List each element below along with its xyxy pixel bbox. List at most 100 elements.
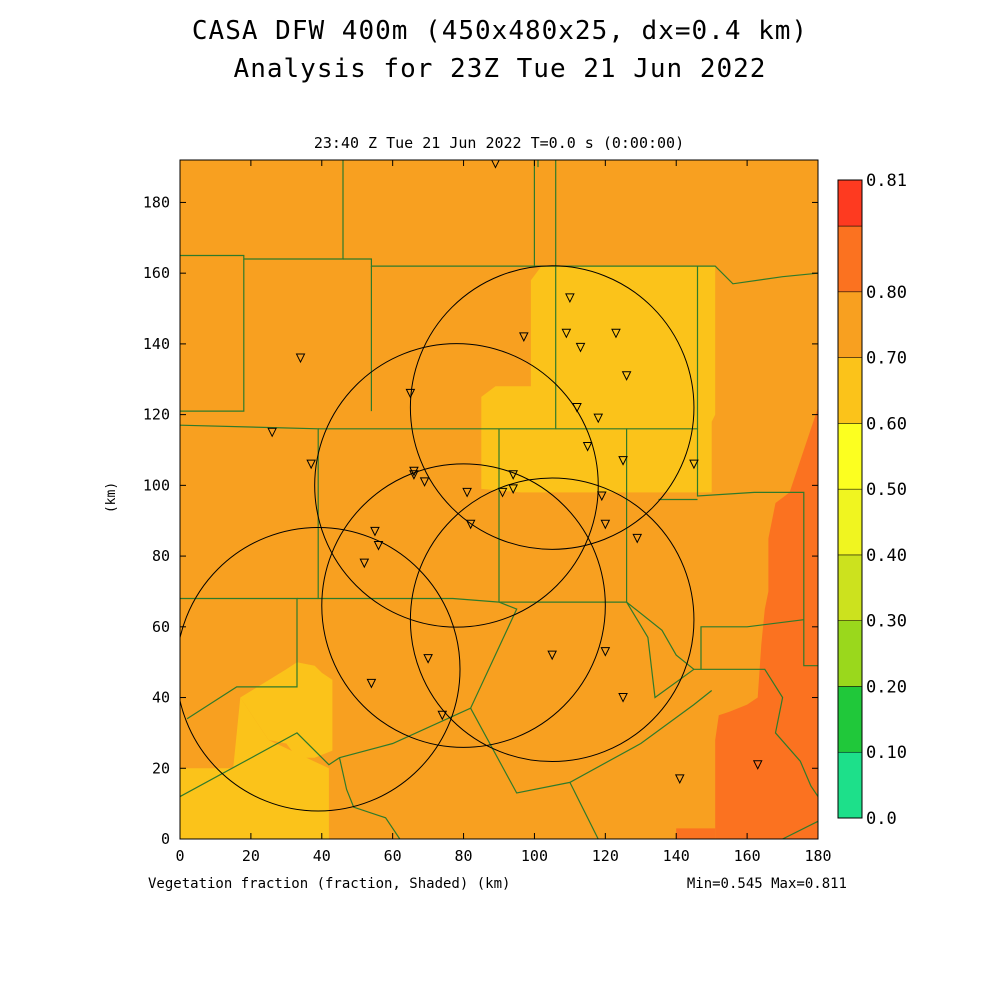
- colorbar-label-4: 0.40: [866, 546, 907, 566]
- y-tick-label-1: 20: [152, 759, 170, 777]
- radar-circle-0: [321, 463, 606, 748]
- colorbar-label-8: 0.80: [866, 283, 907, 303]
- y-tick-label-4: 80: [152, 547, 170, 565]
- colorbar-label-6: 0.60: [866, 414, 907, 434]
- plot-frame: [179, 159, 819, 840]
- x-tick-label-0: 0: [175, 847, 184, 865]
- x-tick-label-9: 180: [804, 847, 831, 865]
- colorbar: 0.0 0.10 0.20 0.30 0.40 0.50 0.60 0.70 0.80 0.81: [837, 171, 907, 829]
- station-marker-36: [674, 774, 685, 784]
- x-tick-label-1: 20: [242, 847, 260, 865]
- x-axis: 0 20 40 60 80 100 120 140 160 180: [175, 160, 832, 865]
- colorbar-label-2: 0.20: [866, 677, 907, 697]
- y-tick-label-9: 180: [143, 193, 170, 211]
- y-tick-label-7: 140: [143, 335, 170, 353]
- field-region-1: [481, 266, 716, 493]
- county-line-4: [180, 597, 298, 720]
- county-line-17: [626, 428, 818, 667]
- station-marker-14: [409, 470, 419, 480]
- colorbar-segment-7: [837, 291, 863, 358]
- field-region-2: [180, 697, 329, 839]
- colorbar-frame: [837, 179, 863, 819]
- station-marker-23: [596, 491, 607, 502]
- station-marker-7: [295, 353, 306, 364]
- county-line-10: [626, 601, 818, 797]
- y-tick-label-8: 160: [143, 264, 170, 282]
- station-marker-32: [437, 710, 448, 721]
- x-axis-label: Vegetation fraction (fraction, Shaded) (…: [148, 876, 511, 892]
- radar-circle-1: [180, 527, 461, 812]
- station-marker-20: [497, 487, 508, 498]
- station-marker-9: [572, 403, 582, 413]
- station-marker-26: [632, 533, 643, 544]
- x-tick-label-3: 60: [384, 847, 402, 865]
- x-tick-label-4: 80: [455, 847, 473, 865]
- y-tick-label-5: 100: [143, 476, 170, 494]
- y-tick-label-3: 60: [152, 618, 170, 636]
- x-tick-label-7: 140: [663, 847, 690, 865]
- county-line-21: [782, 820, 818, 839]
- station-marker-5: [611, 328, 621, 339]
- county-line-2: [180, 259, 245, 412]
- x-tick-label-5: 100: [521, 847, 548, 865]
- county-line-11: [626, 601, 695, 670]
- min-max-readout: Min=0.545 Max=0.811: [686, 876, 847, 892]
- station-marker-35: [618, 693, 628, 703]
- station-marker-22: [462, 487, 472, 498]
- colorbar-segment-2: [837, 620, 863, 687]
- colorbar-label-5: 0.50: [866, 480, 907, 500]
- y-tick-label-0: 0: [161, 830, 170, 848]
- colorbar-segment-4: [837, 488, 863, 556]
- radar-range-rings: [180, 265, 695, 812]
- county-line-13: [470, 690, 713, 794]
- field-region-3: [240, 662, 333, 758]
- colorbar-segment-1: [837, 686, 863, 753]
- station-marker-37: [752, 760, 763, 770]
- chart-title: CASA DFW 400m (450x480x25, dx=0.4 km): [191, 16, 809, 46]
- station-marker-18: [689, 459, 699, 470]
- chart-title-analysis: Analysis for 23Z Tue 21 Jun 2022: [233, 54, 767, 84]
- station-marker-12: [306, 459, 316, 470]
- colorbar-segment-9: [837, 179, 863, 227]
- county-line-1: [343, 258, 556, 267]
- station-marker-27: [370, 526, 380, 537]
- county-line-15: [555, 265, 818, 285]
- county-line-5: [180, 424, 518, 798]
- colorbar-label-9: 0.81: [866, 171, 907, 191]
- station-markers: [267, 160, 763, 784]
- station-marker-0: [491, 160, 500, 169]
- colorbar-segment-0: [837, 751, 863, 819]
- county-line-14: [569, 782, 599, 839]
- station-marker-21: [508, 484, 518, 495]
- station-marker-8: [405, 388, 416, 399]
- station-marker-11: [267, 427, 277, 438]
- station-marker-1: [565, 293, 575, 304]
- radar-circle-4: [409, 265, 695, 550]
- station-marker-10: [593, 413, 604, 424]
- colorbar-label-7: 0.70: [866, 349, 907, 369]
- colorbar-segment-8: [837, 225, 863, 293]
- station-marker-31: [366, 678, 377, 689]
- y-tick-label-6: 120: [143, 406, 170, 424]
- colorbar-segment-6: [837, 357, 863, 424]
- colorbar-segment-3: [837, 554, 863, 621]
- station-marker-15: [419, 477, 430, 487]
- county-line-19: [700, 619, 804, 670]
- y-axis: 0 20 40 60 80 100 120 140 160 180: [143, 193, 818, 848]
- county-boundaries: [180, 160, 818, 839]
- station-marker-34: [600, 647, 611, 657]
- station-marker-24: [465, 519, 476, 530]
- county-line-9: [499, 428, 628, 603]
- chart-subtitle-time: 23:40 Z Tue 21 Jun 2022 T=0.0 s (0:00:00…: [313, 134, 685, 152]
- station-marker-6: [621, 371, 632, 381]
- county-line-12: [338, 757, 401, 839]
- station-marker-25: [600, 519, 611, 530]
- station-marker-29: [359, 558, 370, 569]
- x-tick-label-8: 160: [734, 847, 761, 865]
- county-line-7: [318, 160, 557, 430]
- radar-circle-3: [314, 343, 599, 628]
- station-marker-3: [561, 328, 572, 339]
- station-marker-30: [423, 654, 433, 664]
- x-tick-label-6: 120: [592, 847, 619, 865]
- x-tick-label-2: 40: [313, 847, 331, 865]
